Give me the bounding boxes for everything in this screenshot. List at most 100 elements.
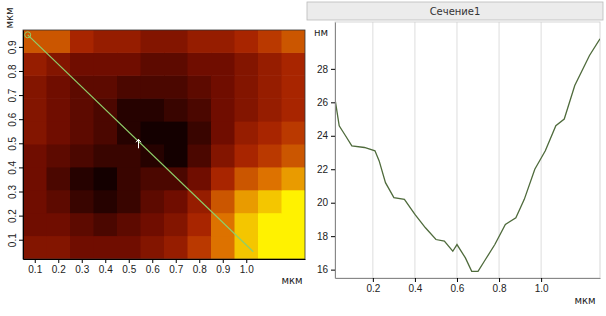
heat-cell bbox=[70, 30, 94, 53]
heat-cell bbox=[164, 190, 188, 214]
axis-line bbox=[335, 23, 336, 279]
heat-cell bbox=[94, 235, 118, 259]
heat-cell bbox=[47, 75, 71, 99]
heat-cell bbox=[188, 213, 212, 237]
tick: 20 bbox=[317, 197, 335, 208]
tick-mark bbox=[19, 95, 23, 96]
plot-frame bbox=[335, 22, 600, 278]
axis: 0.2 0.4 0.6 0.8 1.0 bbox=[336, 278, 601, 294]
tick-mark bbox=[331, 102, 335, 103]
tick-mark bbox=[331, 69, 335, 70]
heat-cell bbox=[23, 144, 47, 168]
tick-mark bbox=[19, 192, 23, 193]
tick-mark bbox=[457, 278, 458, 282]
heat-cell bbox=[23, 167, 47, 191]
heat-cell bbox=[211, 121, 235, 145]
x-axis-title: мкм bbox=[281, 275, 302, 286]
tick: 0.5 bbox=[7, 136, 23, 150]
tick: 0.8 bbox=[493, 278, 507, 294]
tick: 0.9 bbox=[216, 259, 230, 275]
tick-label: 20 bbox=[317, 197, 329, 208]
tick-label: 0.4 bbox=[7, 161, 18, 175]
tick-mark bbox=[499, 278, 500, 282]
tick-mark bbox=[331, 203, 335, 204]
heat-cell bbox=[188, 235, 212, 259]
heat-cell bbox=[235, 121, 259, 145]
heat-cell bbox=[141, 213, 165, 237]
heat-cell bbox=[188, 98, 212, 122]
tick: 1.0 bbox=[535, 278, 549, 294]
heat-cell bbox=[282, 190, 306, 214]
tick-mark bbox=[223, 259, 224, 263]
heat-cell bbox=[23, 235, 47, 259]
tick-label: 0.8 bbox=[193, 264, 207, 275]
grid-line bbox=[414, 22, 415, 278]
chart-root: 0.10.20.30.40.50.60.70.80.91.00.10.20.30… bbox=[0, 0, 606, 316]
tick: 0.6 bbox=[146, 259, 160, 275]
tick-mark bbox=[58, 259, 59, 263]
heat-cell bbox=[117, 75, 141, 99]
heat-cell bbox=[282, 144, 306, 168]
line-plot bbox=[335, 39, 600, 272]
heat-cell bbox=[258, 30, 282, 53]
heat-cell bbox=[23, 190, 47, 214]
tick-label: 1.0 bbox=[240, 264, 254, 275]
heat-cell bbox=[211, 75, 235, 99]
heat-cell bbox=[141, 98, 165, 122]
heat-cell bbox=[141, 52, 165, 75]
tick: 0.2 bbox=[7, 209, 23, 223]
heat-cell bbox=[211, 213, 235, 237]
heat-cell bbox=[47, 98, 71, 122]
tick-label: 0.2 bbox=[366, 283, 380, 294]
grid-line bbox=[456, 22, 457, 278]
heat-cell bbox=[258, 98, 282, 122]
tick-label: 0.6 bbox=[7, 112, 18, 126]
heat-cell bbox=[164, 121, 188, 145]
y-axis-title: нм bbox=[314, 27, 328, 38]
heat-cell bbox=[94, 167, 118, 191]
heat-cell bbox=[164, 144, 188, 168]
tick: 0.8 bbox=[7, 64, 23, 78]
tick-label: 0.8 bbox=[493, 283, 507, 294]
tick-label: 18 bbox=[317, 231, 329, 242]
axis: 0.10.20.30.40.50.60.70.80.9 bbox=[7, 31, 24, 260]
y-axis-title: мкм bbox=[4, 7, 15, 28]
axis: 16182022242628 bbox=[317, 23, 336, 279]
tick-mark bbox=[199, 259, 200, 263]
heat-cell bbox=[47, 30, 71, 53]
section-line bbox=[28, 35, 254, 252]
heat-cell bbox=[70, 213, 94, 237]
tick: 26 bbox=[317, 97, 335, 108]
heat-cell bbox=[282, 30, 306, 53]
tick-label: 0.1 bbox=[28, 264, 42, 275]
heat-cell bbox=[258, 190, 282, 214]
heat-cell bbox=[211, 235, 235, 259]
tick-mark bbox=[176, 259, 177, 263]
tick: 0.8 bbox=[193, 259, 207, 275]
heat-cell bbox=[70, 144, 94, 168]
tick: 1.0 bbox=[240, 259, 254, 275]
heat-cell bbox=[70, 52, 94, 75]
tick-label: 0.6 bbox=[146, 264, 160, 275]
heat-cell bbox=[70, 121, 94, 145]
tick-mark bbox=[129, 259, 130, 263]
tick-label: 0.2 bbox=[52, 264, 66, 275]
heat-cell bbox=[47, 190, 71, 214]
grid-line bbox=[499, 22, 500, 278]
tick-mark bbox=[19, 119, 23, 120]
tick-label: 0.6 bbox=[451, 283, 465, 294]
tick-mark bbox=[35, 259, 36, 263]
heat-cell bbox=[23, 98, 47, 122]
tick-mark bbox=[19, 47, 23, 48]
heat-cell bbox=[235, 235, 259, 259]
tick: 0.4 bbox=[408, 278, 422, 294]
tick-mark bbox=[105, 259, 106, 263]
heat-cell bbox=[211, 98, 235, 122]
tick-mark bbox=[331, 136, 335, 137]
heat-cell bbox=[117, 30, 141, 53]
heat-cell bbox=[235, 144, 259, 168]
tick-mark bbox=[82, 259, 83, 263]
tick: 0.3 bbox=[75, 259, 89, 275]
plot-frame bbox=[23, 30, 305, 259]
heat-cell bbox=[23, 52, 47, 75]
